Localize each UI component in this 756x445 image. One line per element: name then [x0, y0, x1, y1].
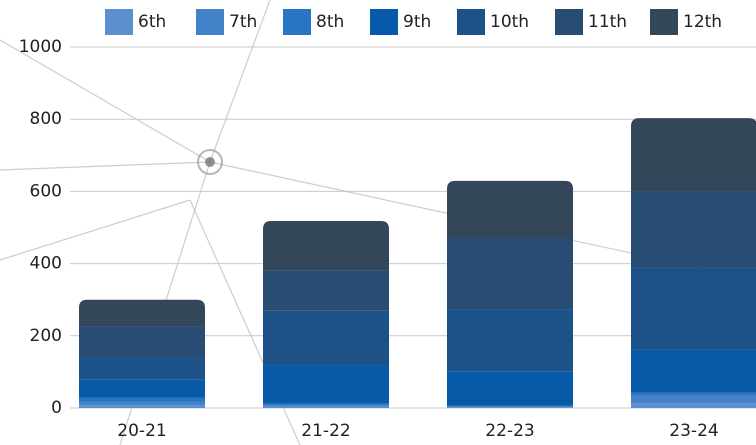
bar-segment	[447, 406, 573, 408]
y-tick-label: 1000	[19, 37, 62, 57]
bar-segment	[447, 405, 573, 407]
bar-segment	[263, 310, 389, 366]
legend-swatch	[283, 9, 311, 35]
bar-segment	[263, 270, 389, 311]
y-tick-label: 400	[30, 254, 62, 274]
legend-swatch	[105, 9, 133, 35]
bar-segment	[79, 397, 205, 402]
x-tick-label: 21-22	[301, 421, 350, 441]
bar-segment	[263, 406, 389, 408]
y-tick-label: 600	[30, 181, 62, 201]
x-tick-label: 20-21	[117, 421, 166, 441]
bar-segment	[631, 118, 756, 192]
bar-segment	[631, 349, 756, 393]
legend-label: 12th	[683, 12, 722, 32]
x-tick-label: 23-24	[669, 421, 718, 441]
legend-label: 9th	[403, 12, 431, 32]
legend-label: 11th	[588, 12, 627, 32]
bar-segment	[263, 403, 389, 406]
bar-segment	[263, 365, 389, 404]
bar-segment	[447, 309, 573, 372]
bar-segment	[263, 405, 389, 407]
x-tick-label: 22-23	[485, 421, 534, 441]
bar-segment	[447, 180, 573, 238]
legend-label: 7th	[229, 12, 257, 32]
bar-segment	[631, 402, 756, 408]
legend-label: 8th	[316, 12, 344, 32]
legend-swatch	[555, 9, 583, 35]
legend-swatch	[370, 9, 398, 35]
bar-segment	[631, 267, 756, 350]
legend-swatch	[650, 9, 678, 35]
bar-segment	[79, 405, 205, 408]
bar-segment	[79, 401, 205, 406]
legend-swatch	[196, 9, 224, 35]
bar-segment	[79, 357, 205, 380]
legend-label: 10th	[490, 12, 529, 32]
bar-segment	[631, 395, 756, 403]
bar-segment	[79, 299, 205, 327]
bar-segment	[79, 326, 205, 358]
bar-segment	[79, 379, 205, 398]
legend-label: 6th	[138, 12, 166, 32]
bar-segment	[447, 371, 573, 406]
legend-swatch	[457, 9, 485, 35]
y-tick-label: 200	[30, 326, 62, 346]
y-tick-label: 0	[51, 398, 62, 418]
bar-segment	[263, 221, 389, 271]
y-tick-label: 800	[30, 109, 62, 129]
bar-segment	[447, 407, 573, 408]
bar-segment	[631, 392, 756, 396]
bar-segment	[631, 191, 756, 268]
bar-segment	[447, 237, 573, 310]
